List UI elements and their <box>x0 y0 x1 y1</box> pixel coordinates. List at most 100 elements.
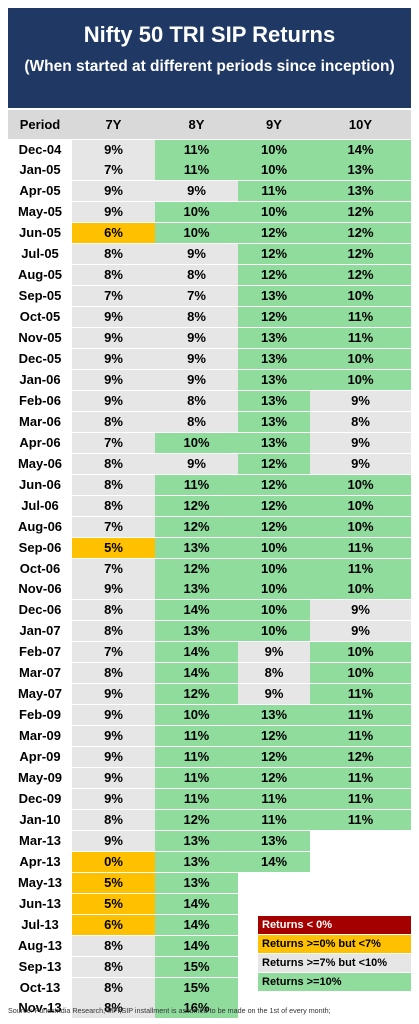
return-cell-9y: 10% <box>238 202 310 223</box>
period-label: Oct-13 <box>19 979 61 995</box>
return-cell-10y: 11% <box>310 684 411 705</box>
return-cell-8y: 11% <box>155 139 238 160</box>
return-cell-8y: 13% <box>155 579 238 600</box>
return-cell-10y: 8% <box>310 411 411 432</box>
return-cell-7y: 8% <box>72 244 155 265</box>
period-label: Jan-07 <box>19 623 61 639</box>
period-label: Jul-06 <box>21 497 59 513</box>
return-cell-7y: 9% <box>72 684 155 705</box>
return-cell-7y: 9% <box>72 181 155 202</box>
period-label: Jul-13 <box>21 916 59 932</box>
period-label: Jun-06 <box>19 476 61 492</box>
return-cell-8y: 9% <box>155 181 238 202</box>
column-header-9y: 9Y <box>266 117 282 132</box>
return-cell-8y: 11% <box>155 726 238 747</box>
return-cell-8y: 12% <box>155 495 238 516</box>
return-cell-9y: 10% <box>238 558 310 579</box>
return-cell-10y: 11% <box>310 788 411 809</box>
return-cell-8y: 12% <box>155 684 238 705</box>
return-cell-7y: 7% <box>72 558 155 579</box>
period-label: May-07 <box>17 686 63 702</box>
return-cell-7y: 9% <box>72 369 155 390</box>
return-cell-10y: 10% <box>310 349 411 369</box>
period-label: Aug-06 <box>17 518 63 534</box>
return-cell-9y: 10% <box>238 160 310 181</box>
column-header-7y: 7Y <box>105 117 122 132</box>
return-cell-7y: 9% <box>72 747 155 768</box>
return-cell-10y: 10% <box>310 579 411 600</box>
return-cell-8y: 13% <box>155 830 238 851</box>
legend: Returns < 0% Returns >=0% but <7% Returns … <box>258 916 411 992</box>
return-cell-9y: 13% <box>238 328 310 349</box>
return-cell-10y: 11% <box>310 705 411 726</box>
period-label: Oct-05 <box>19 309 61 325</box>
period-label: Jun-13 <box>19 895 61 911</box>
return-cell-9y: 10% <box>238 579 310 600</box>
period-label: Dec-06 <box>18 602 62 618</box>
return-cell-8y: 15% <box>155 956 238 977</box>
return-cell-8y: 10% <box>155 202 238 223</box>
legend-item: Returns < 0% <box>258 916 411 934</box>
return-cell-7y: 9% <box>72 139 155 160</box>
return-cell-7y: 7% <box>72 432 155 453</box>
period-label: Sep-06 <box>18 539 62 555</box>
period-label: Feb-06 <box>19 392 61 408</box>
return-cell-9y: 13% <box>238 369 310 390</box>
return-cell-7y: 9% <box>72 349 155 369</box>
return-cell-9y: 12% <box>238 495 310 516</box>
return-cell-9y: 12% <box>238 474 310 495</box>
return-cell-10y: 12% <box>310 244 411 265</box>
return-cell-8y: 8% <box>155 390 238 411</box>
return-cell-7y: 6% <box>72 223 155 244</box>
return-cell-9y: 14% <box>238 851 310 872</box>
return-cell-8y: 12% <box>155 516 238 537</box>
return-cell-10y: 10% <box>310 286 411 307</box>
return-cell-7y: 7% <box>72 516 155 537</box>
return-cell-10y: 12% <box>310 747 411 768</box>
return-cell-10y: 11% <box>310 558 411 579</box>
legend-item: Returns >=7% but <10% <box>258 954 411 972</box>
return-cell-9y: 12% <box>238 768 310 788</box>
period-label: Dec-05 <box>18 351 62 366</box>
return-cell-8y: 13% <box>155 872 238 893</box>
period-label: Mar-07 <box>19 665 61 681</box>
return-cell-9y: 13% <box>238 286 310 307</box>
return-cell-10y: 11% <box>310 768 411 788</box>
return-cell-9y: 13% <box>238 432 310 453</box>
return-cell-9y: 10% <box>238 537 310 558</box>
return-cell-10y: 12% <box>310 265 411 286</box>
return-cell-9y: 12% <box>238 307 310 328</box>
period-label: May-09 <box>17 770 63 785</box>
return-cell-9y: 10% <box>238 621 310 642</box>
return-cell-7y: 9% <box>72 788 155 809</box>
period-label: May-05 <box>17 204 63 220</box>
return-cell-7y: 5% <box>72 893 155 914</box>
return-cell-8y: 9% <box>155 369 238 390</box>
column-header-10y: 10Y <box>348 117 373 132</box>
return-cell-7y: 8% <box>72 495 155 516</box>
return-cell-8y: 13% <box>155 537 238 558</box>
return-cell-10y: 13% <box>310 181 411 202</box>
return-cell-7y: 8% <box>72 600 155 621</box>
period-label: Sep-05 <box>18 288 62 304</box>
return-cell-10y: 14% <box>310 139 411 160</box>
return-cell-9y: 12% <box>238 265 310 286</box>
return-cell-10y: 9% <box>310 600 411 621</box>
period-label: Dec-04 <box>18 141 62 157</box>
return-cell-7y: 7% <box>72 642 155 663</box>
period-label: Apr-05 <box>19 183 61 199</box>
return-cell-8y: 8% <box>155 411 238 432</box>
return-cell-8y: 14% <box>155 914 238 935</box>
return-cell-8y: 9% <box>155 328 238 349</box>
column-header-period: Period <box>19 117 61 132</box>
return-cell-10y: 10% <box>310 474 411 495</box>
return-cell-9y: 13% <box>238 705 310 726</box>
return-cell-9y: 12% <box>238 223 310 244</box>
return-cell-7y: 5% <box>72 872 155 893</box>
legend-item: Returns >=10% <box>258 973 411 991</box>
return-cell-7y: 9% <box>72 202 155 223</box>
return-cell-8y: 14% <box>155 642 238 663</box>
return-cell-10y: 11% <box>310 726 411 747</box>
return-cell-8y: 8% <box>155 265 238 286</box>
period-label: Jan-06 <box>19 371 61 387</box>
